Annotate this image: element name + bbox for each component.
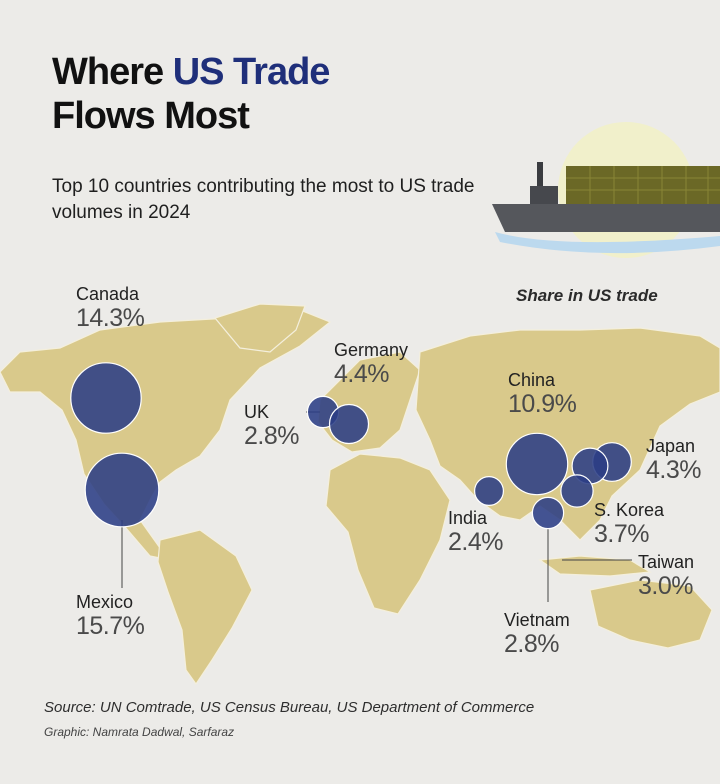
share-unit: %: [554, 390, 577, 418]
south-america-land: [157, 529, 253, 686]
share-unit: %: [122, 304, 145, 332]
country-share: 2.8%: [504, 630, 570, 658]
share-unit: %: [277, 422, 299, 450]
bubble-canada: [70, 362, 142, 434]
country-name: UK: [244, 402, 270, 422]
graphic-credit: Graphic: Namrata Dadwal, Sarfaraz: [44, 725, 235, 739]
share-value: 3.0: [638, 572, 672, 600]
label-vietnam: Vietnam 2.8%: [504, 610, 570, 658]
country-share: 10.9%: [508, 390, 577, 418]
country-name: Taiwan: [638, 552, 695, 572]
country-share: 4.4%: [334, 360, 408, 388]
country-share: 3.7%: [594, 520, 664, 548]
label-india: India 2.4%: [448, 508, 503, 556]
title-highlight: US Trade: [172, 51, 331, 93]
source-note: Source: UN Comtrade, US Census Bureau, U…: [44, 699, 535, 716]
share-value: 2.8: [504, 630, 538, 658]
share-value: 4.3: [646, 456, 680, 484]
share-unit: %: [481, 528, 503, 556]
country-name: Japan: [646, 436, 696, 456]
bubble-india: [474, 476, 505, 507]
label-germany: Germany 4.4%: [334, 340, 408, 388]
share-unit: %: [122, 612, 145, 640]
bubble-germany: [328, 403, 370, 445]
bubble-china: [505, 432, 569, 496]
country-share: 14.3%: [76, 304, 145, 332]
share-value: 4.4: [334, 360, 368, 388]
share-unit: %: [367, 360, 389, 388]
title-line1: Where: [52, 51, 173, 93]
legend-label: Share in US trade: [516, 286, 658, 305]
bubble-mexico: [84, 452, 160, 528]
bubble-taiwan: [560, 474, 594, 508]
subtitle: Top 10 countries contributing the most t…: [52, 176, 475, 223]
share-value: 3.7: [594, 520, 628, 548]
title-line2: Flows Most: [52, 95, 250, 137]
country-name: China: [508, 370, 556, 390]
country-name: Canada: [76, 284, 140, 304]
greenland-land: [213, 303, 306, 353]
page-title: Where US Trade Flows Most: [52, 50, 331, 138]
cargo-ship-icon: [492, 162, 720, 254]
share-value: 14.3: [76, 304, 123, 332]
bubble-vietnam: [531, 496, 565, 530]
country-name: Germany: [334, 340, 409, 360]
label-china: China 10.9%: [508, 370, 577, 418]
share-unit: %: [671, 572, 693, 600]
label-uk: UK 2.8%: [244, 402, 299, 450]
share-value: 10.9: [508, 390, 555, 418]
country-share: 3.0%: [638, 572, 694, 600]
country-share: 2.4%: [448, 528, 503, 556]
share-value: 2.8: [244, 422, 278, 450]
country-share: 15.7%: [76, 612, 145, 640]
country-share: 4.3%: [646, 456, 701, 484]
label-taiwan: Taiwan 3.0%: [638, 552, 694, 600]
australia-land: [589, 579, 713, 649]
africa-land: [325, 453, 451, 615]
country-name: Vietnam: [504, 610, 570, 630]
leader-lines: [121, 411, 632, 602]
label-s-korea: S. Korea 3.7%: [594, 500, 664, 548]
country-share: 2.8%: [244, 422, 299, 450]
label-canada: Canada 14.3%: [76, 284, 145, 332]
label-mexico: Mexico 15.7%: [76, 592, 145, 640]
label-japan: Japan 4.3%: [646, 436, 701, 484]
indonesia-land: [538, 555, 652, 577]
country-name: Mexico: [76, 592, 134, 612]
country-name: India: [448, 508, 488, 528]
share-unit: %: [537, 630, 559, 658]
share-value: 2.4: [448, 528, 482, 556]
share-value: 15.7: [76, 612, 123, 640]
share-unit: %: [627, 520, 649, 548]
share-unit: %: [679, 456, 701, 484]
country-name: S. Korea: [594, 500, 665, 520]
